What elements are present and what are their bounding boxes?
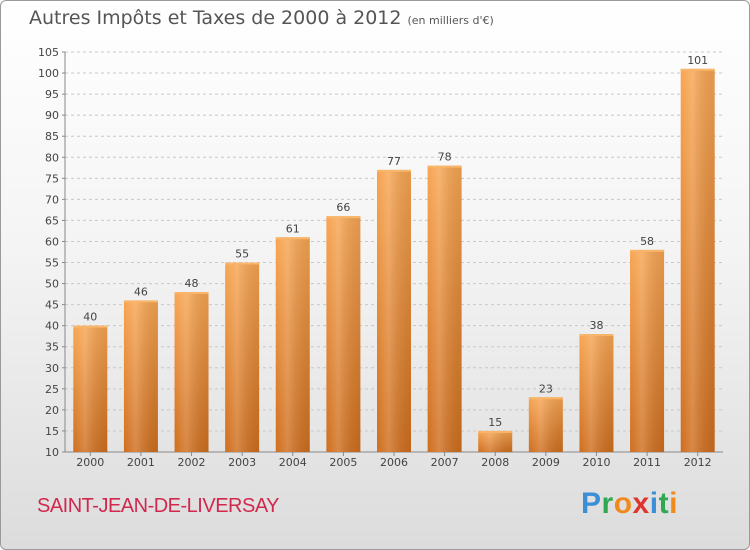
- x-tick-label: 2005: [329, 456, 357, 469]
- data-label: 48: [185, 277, 199, 290]
- y-tick-label: 20: [45, 404, 59, 417]
- y-tick-label: 60: [45, 235, 59, 248]
- y-tick-label: 95: [45, 88, 59, 101]
- logo-letter: r: [601, 487, 614, 520]
- x-tick-label: 2000: [76, 456, 104, 469]
- data-label: 77: [387, 155, 401, 168]
- x-tick-label: 2003: [228, 456, 256, 469]
- y-tick-label: 45: [45, 299, 59, 312]
- x-tick-label: 2004: [279, 456, 307, 469]
- bar-top: [377, 169, 411, 172]
- y-tick-label: 80: [45, 151, 59, 164]
- data-label: 40: [83, 311, 97, 324]
- logo-letter: P: [581, 487, 602, 520]
- bar-shine: [630, 249, 665, 452]
- data-label: 38: [589, 319, 603, 332]
- x-tick-label: 2011: [633, 456, 661, 469]
- bar-shine: [225, 262, 260, 452]
- chart-title: Autres Impôts et Taxes de 2000 à 2012 (en…: [29, 7, 494, 29]
- logo-letter: i: [669, 487, 678, 520]
- bar-shine: [123, 300, 158, 452]
- logo-letter: o: [613, 487, 633, 520]
- logo-letter: t: [658, 487, 670, 520]
- bar-shine: [528, 397, 563, 452]
- y-tick-label: 90: [45, 109, 59, 122]
- bar-shine: [326, 216, 361, 452]
- y-tick-label: 15: [45, 425, 59, 438]
- label-layer: 40 2000 46 2001 48 2002 55 2003 61 2004 66 2005 77 20…: [76, 54, 711, 469]
- y-tick-label: 100: [38, 67, 59, 80]
- data-label: 23: [539, 382, 553, 395]
- logo-letter: x: [632, 487, 650, 520]
- x-tick-label: 2006: [380, 456, 408, 469]
- x-tick-label: 2002: [178, 456, 206, 469]
- bar-shine: [579, 334, 614, 452]
- y-tick-label: 55: [45, 257, 59, 270]
- proxiti-logo: Proxiti: [581, 487, 678, 521]
- bar-top: [225, 262, 260, 265]
- bar-shine: [377, 169, 411, 453]
- data-label: 66: [336, 201, 350, 214]
- logo-letter: i: [649, 487, 659, 520]
- data-label: 101: [687, 54, 708, 67]
- bar-top: [275, 237, 310, 240]
- data-label: 58: [640, 235, 654, 248]
- bar-shine: [680, 68, 715, 452]
- data-label: 61: [286, 222, 300, 235]
- y-tick-label: 10: [45, 446, 59, 459]
- y-tick-label: 70: [45, 193, 59, 206]
- bar-top: [528, 397, 563, 400]
- data-label: 46: [134, 285, 148, 298]
- x-tick-label: 2007: [431, 456, 459, 469]
- y-tick-label: 75: [45, 172, 59, 185]
- y-tick-label: 40: [45, 320, 59, 333]
- bar-top: [73, 325, 108, 328]
- x-tick-label: 2010: [582, 456, 610, 469]
- bar-top: [326, 216, 361, 219]
- bar-top: [579, 334, 614, 337]
- y-tick-label: 35: [45, 341, 59, 354]
- bar-top: [123, 300, 158, 303]
- bar-top: [174, 292, 209, 294]
- x-tick-label: 2008: [481, 456, 509, 469]
- bar-shine: [174, 292, 209, 452]
- y-tick-label: 105: [38, 46, 59, 59]
- y-tick-label: 65: [45, 214, 59, 227]
- y-tick-label: 50: [45, 278, 59, 291]
- x-tick-label: 2009: [532, 456, 560, 469]
- data-label: 55: [235, 248, 249, 261]
- y-tick-label: 85: [45, 130, 59, 143]
- bar-top: [630, 249, 665, 252]
- chart-title-text: Autres Impôts et Taxes de 2000 à 2012: [29, 7, 402, 29]
- x-tick-label: 2012: [684, 456, 712, 469]
- x-tick-label: 2001: [127, 456, 155, 469]
- location-name: SAINT-JEAN-DE-LIVERSAY: [37, 495, 280, 517]
- data-label: 15: [488, 416, 502, 429]
- bar-shine: [478, 430, 513, 452]
- bar-shine: [73, 325, 108, 452]
- bar-top: [680, 68, 715, 71]
- chart-subtitle: (en milliers d'€): [407, 14, 494, 27]
- bar-shine: [427, 165, 462, 452]
- bar-top: [427, 165, 462, 168]
- bar-shine: [275, 237, 310, 452]
- bar-top: [478, 430, 513, 433]
- data-label: 78: [438, 151, 452, 164]
- y-tick-label: 25: [45, 383, 59, 396]
- bar-layer: [73, 68, 715, 453]
- y-tick-label: 30: [45, 362, 59, 375]
